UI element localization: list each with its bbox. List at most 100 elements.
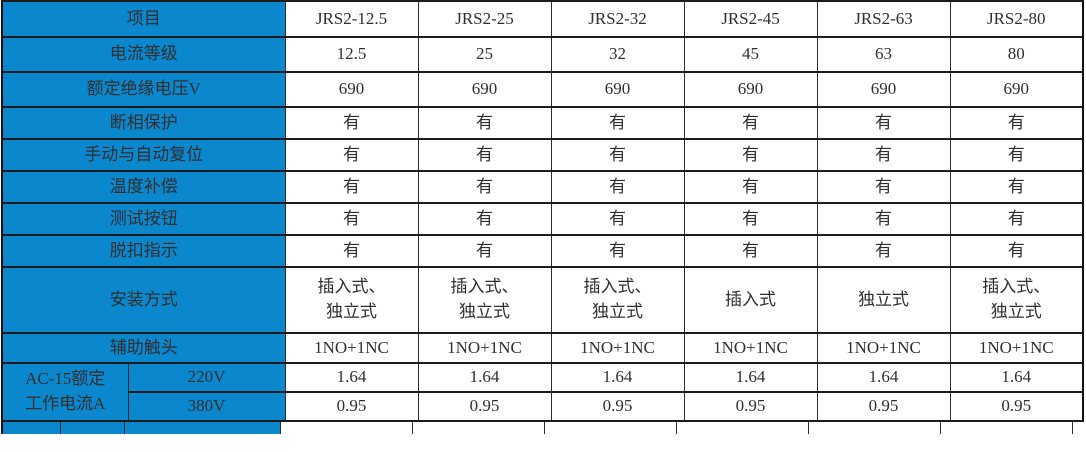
- cell-value: 有: [683, 106, 818, 140]
- clipped-cell: [3, 422, 61, 434]
- cell-value: 1NO+1NC: [417, 332, 552, 364]
- cell-value: 690: [417, 71, 552, 108]
- cell-value: 32: [550, 36, 685, 73]
- row-label-temperature-compensation: 温度补偿: [1, 170, 286, 204]
- model-header: JRS2-45: [683, 0, 818, 38]
- cell-value: 0.95: [816, 391, 951, 422]
- cell-value: 有: [417, 202, 552, 236]
- cell-value: 1.64: [284, 362, 419, 393]
- row-rated-insulation-voltage: 额定绝缘电压V 690 690 690 690 690 690: [1, 71, 1084, 108]
- cell-value: 1NO+1NC: [949, 332, 1084, 364]
- cell-value: 有: [949, 202, 1084, 236]
- cell-value: 0.95: [683, 391, 818, 422]
- clipped-cell: [125, 422, 281, 434]
- cell-value: 插入式、 独立式: [550, 266, 685, 334]
- cell-value: 1.64: [816, 362, 951, 393]
- row-label-auxiliary-contact: 辅助触头: [1, 332, 286, 364]
- cell-value: 有: [949, 170, 1084, 204]
- cell-value: 有: [683, 170, 818, 204]
- cell-value: 有: [284, 138, 419, 172]
- cell-value: 45: [683, 36, 818, 73]
- cell-value: 有: [816, 234, 951, 268]
- cell-value: 有: [816, 170, 951, 204]
- clipped-cell: [545, 422, 677, 434]
- cell-value: 1NO+1NC: [550, 332, 685, 364]
- cell-value: 有: [284, 106, 419, 140]
- cell-value: 有: [816, 202, 951, 236]
- cell-value: 0.95: [417, 391, 552, 422]
- cell-value: 12.5: [284, 36, 419, 73]
- cell-value: 有: [949, 106, 1084, 140]
- cell-value: 1.64: [550, 362, 685, 393]
- cell-value: 有: [417, 170, 552, 204]
- cell-value: 690: [284, 71, 419, 108]
- cell-value: 有: [683, 234, 818, 268]
- row-label-phase-failure-protection: 断相保护: [1, 106, 286, 140]
- cell-value: 1NO+1NC: [284, 332, 419, 364]
- row-mounting-type: 安装方式 插入式、 独立式 插入式、 独立式 插入式、 独立式 插入式 独立式 …: [1, 266, 1084, 334]
- cell-value: 690: [949, 71, 1084, 108]
- cell-value: 690: [816, 71, 951, 108]
- clipped-cell: [61, 422, 125, 434]
- row-ac15-380v: 380V 0.95 0.95 0.95 0.95 0.95 0.95: [2, 391, 1084, 422]
- cell-value: 插入式、 独立式: [417, 266, 552, 334]
- cell-value: 0.95: [949, 391, 1084, 422]
- cell-value: 1NO+1NC: [683, 332, 818, 364]
- row-temperature-compensation: 温度补偿 有 有 有 有 有 有: [1, 170, 1084, 204]
- clipped-cell: [677, 422, 809, 434]
- jrs2-spec-table: 项目 JRS2-12.5 JRS2-25 JRS2-32 JRS2-45 JRS…: [1, 0, 1084, 422]
- cell-value: 有: [417, 138, 552, 172]
- cell-value: 有: [550, 106, 685, 140]
- cell-value: 0.95: [550, 391, 685, 422]
- row-label-test-button: 测试按钮: [1, 202, 286, 236]
- clipped-cell: [413, 422, 545, 434]
- row-current-rating: 电流等级 12.5 25 32 45 63 80: [1, 36, 1084, 73]
- row-label-ac15-rated-current: AC-15额定 工作电流A: [1, 362, 129, 422]
- row-label-manual-auto-reset: 手动与自动复位: [1, 138, 286, 172]
- cell-value: 插入式: [683, 266, 818, 334]
- cell-value: 有: [550, 138, 685, 172]
- row-label-220v: 220V: [127, 362, 286, 393]
- row-manual-auto-reset: 手动与自动复位 有 有 有 有 有 有: [1, 138, 1084, 172]
- row-label-current-rating: 电流等级: [1, 36, 286, 73]
- cell-value: 有: [683, 202, 818, 236]
- row-label-mounting-type: 安装方式: [1, 266, 286, 334]
- cell-value: 有: [816, 138, 951, 172]
- cell-value: 63: [816, 36, 951, 73]
- cell-value: 1.64: [417, 362, 552, 393]
- model-header: JRS2-25: [417, 0, 552, 38]
- cell-value: 有: [550, 234, 685, 268]
- model-header: JRS2-80: [949, 0, 1084, 38]
- row-test-button: 测试按钮 有 有 有 有 有 有: [1, 202, 1084, 236]
- cell-value: 1.64: [683, 362, 818, 393]
- cell-value: 80: [949, 36, 1084, 73]
- cell-value: 690: [683, 71, 818, 108]
- cell-value: 插入式、 独立式: [284, 266, 419, 334]
- cell-value: 有: [683, 138, 818, 172]
- cell-value: 有: [284, 170, 419, 204]
- clipped-cell: [809, 422, 941, 434]
- row-ac15-220v: AC-15额定 工作电流A 220V 1.64 1.64 1.64 1.64 1…: [1, 362, 1084, 422]
- cell-value: 0.95: [284, 391, 419, 422]
- header-row: 项目 JRS2-12.5 JRS2-25 JRS2-32 JRS2-45 JRS…: [1, 0, 1084, 38]
- header-label-item: 项目: [1, 0, 286, 38]
- cell-value: 1.64: [949, 362, 1084, 393]
- row-trip-indication: 脱扣指示 有 有 有 有 有 有: [1, 234, 1084, 268]
- model-header: JRS2-63: [816, 0, 951, 38]
- cell-value: 插入式、 独立式: [949, 266, 1084, 334]
- clipped-cell: [941, 422, 1073, 434]
- cell-value: 有: [816, 106, 951, 140]
- cell-value: 690: [550, 71, 685, 108]
- model-header: JRS2-12.5: [284, 0, 419, 38]
- clipped-next-row: [1, 422, 1082, 434]
- row-auxiliary-contact: 辅助触头 1NO+1NC 1NO+1NC 1NO+1NC 1NO+1NC 1NO…: [1, 332, 1084, 364]
- cell-value: 有: [284, 202, 419, 236]
- row-phase-failure-protection: 断相保护 有 有 有 有 有 有: [1, 106, 1084, 140]
- cell-value: 有: [550, 202, 685, 236]
- clipped-cell: [281, 422, 413, 434]
- cell-value: 有: [284, 234, 419, 268]
- cell-value: 有: [417, 234, 552, 268]
- cell-value: 有: [550, 170, 685, 204]
- cell-value: 有: [417, 106, 552, 140]
